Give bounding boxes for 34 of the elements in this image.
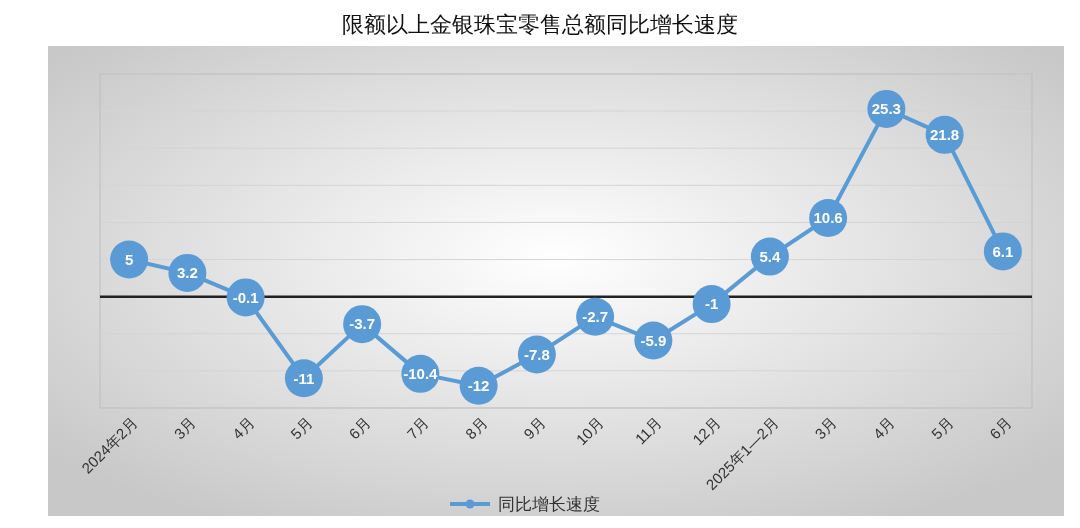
- data-label: -7.8: [523, 345, 550, 363]
- legend-label: 同比增长速度: [498, 494, 600, 514]
- data-label: -1: [704, 295, 719, 313]
- data-label: 25.3: [871, 100, 901, 118]
- data-label: 10.6: [813, 209, 843, 227]
- x-tick-label: 3月: [170, 413, 200, 443]
- x-tick-label: 9月: [520, 413, 549, 443]
- data-label: -11: [293, 369, 315, 387]
- data-label: 6.1: [992, 242, 1014, 260]
- x-tick-label: 5月: [927, 413, 957, 443]
- data-label: -0.1: [232, 288, 259, 306]
- data-label: -10.4: [403, 365, 439, 383]
- x-tick-label: 6月: [345, 413, 374, 443]
- x-tick-label: 12月: [689, 413, 724, 449]
- data-label: -12: [467, 376, 490, 394]
- data-label: -2.7: [582, 307, 609, 325]
- x-tick-label: 7月: [403, 413, 433, 443]
- data-label: 5.4: [759, 247, 781, 265]
- x-tick-label: 3月: [811, 413, 840, 443]
- x-tick-label: 11月: [631, 413, 666, 448]
- x-tick-label: 10月: [572, 413, 607, 449]
- data-label: 5: [124, 250, 134, 268]
- x-tick-label: 8月: [461, 413, 491, 443]
- x-tick-label: 4月: [869, 413, 899, 443]
- chart-title: 限额以上金银珠宝零售总额同比增长速度: [342, 12, 738, 37]
- point: [692, 285, 731, 324]
- x-tick-label: 5月: [287, 413, 316, 443]
- x-tick-label: 6月: [986, 413, 1015, 443]
- data-label: -3.7: [349, 315, 376, 333]
- x-tick-label: 4月: [228, 413, 258, 443]
- data-label: 3.2: [176, 264, 198, 282]
- data-label: 21.8: [930, 126, 960, 144]
- data-label: -5.9: [640, 331, 667, 349]
- point: [110, 240, 149, 279]
